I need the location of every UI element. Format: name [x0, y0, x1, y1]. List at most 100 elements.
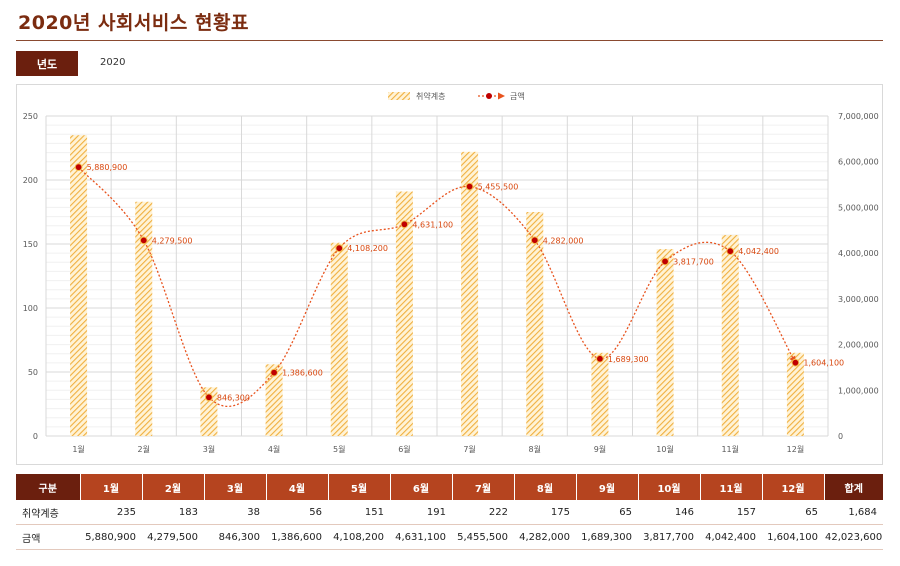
x-tick-label: 12월	[787, 444, 805, 454]
table-cell: 157	[700, 500, 762, 525]
y-right-tick-label: 3,000,000	[838, 295, 879, 304]
legend-label-취약계층: 취약계층	[416, 91, 445, 101]
line-point-금액	[400, 220, 409, 229]
legend-arrow-금액	[498, 92, 505, 100]
y-right-tick-label: 0	[838, 432, 843, 441]
x-tick-label: 9월	[594, 444, 606, 454]
bar-취약계층	[330, 242, 348, 436]
table-header-cell: 2월	[142, 474, 205, 500]
x-tick-label: 2월	[138, 444, 150, 454]
y-left-tick-label: 250	[23, 112, 38, 121]
table-cell: 151	[328, 500, 390, 525]
legend-label-금액: 금액	[510, 91, 525, 101]
x-tick-label: 11월	[721, 444, 739, 454]
x-tick-label: 3월	[203, 444, 215, 454]
y-right-tick-label: 2,000,000	[838, 341, 879, 350]
data-label-금액: 4,282,000	[543, 236, 584, 245]
bar-취약계층	[786, 352, 804, 436]
x-tick-label: 4월	[268, 444, 280, 454]
data-label-금액: 4,631,100	[412, 220, 453, 229]
line-point-금액	[270, 368, 278, 377]
legend-marker-금액	[486, 93, 492, 99]
combo-chart: 5,880,900 4,279,500 846,300 1,386,600 4,108,…	[23, 91, 879, 454]
table-cell: 4,042,400	[700, 524, 762, 550]
table-header-cell: 10월	[638, 474, 701, 500]
table-cell: 191	[390, 500, 452, 525]
data-label-금액: 4,042,400	[738, 247, 779, 256]
line-point-금액	[139, 236, 148, 245]
row-label: 금액	[16, 524, 80, 550]
bar-취약계층	[135, 201, 153, 436]
bar-취약계층	[591, 352, 609, 436]
table-cell: 183	[142, 500, 204, 525]
bar-취약계층	[265, 364, 283, 436]
table-header-cell: 9월	[576, 474, 639, 500]
table-cell: 222	[452, 500, 514, 525]
data-label-금액: 1,386,600	[282, 369, 323, 378]
table-cell: 4,108,200	[328, 524, 390, 550]
data-label-금액: 3,817,700	[673, 257, 714, 266]
data-label-금액: 5,880,900	[87, 163, 128, 172]
table-header-cell: 5월	[328, 474, 391, 500]
table-cell: 65	[576, 500, 638, 525]
bar-취약계층	[526, 212, 544, 436]
table-cell: 5,455,500	[452, 524, 514, 550]
table-cell: 4,282,000	[514, 524, 576, 550]
y-left-tick-label: 50	[28, 368, 38, 377]
line-point-금액	[791, 358, 800, 367]
table-header-cell: 7월	[452, 474, 515, 500]
bar-취약계층	[721, 235, 739, 436]
bar-취약계층	[656, 249, 674, 436]
table-cell: 1,689,300	[576, 524, 638, 550]
table-cell: 175	[514, 500, 576, 525]
line-point-금액	[726, 247, 735, 256]
data-label-금액: 846,300	[217, 393, 250, 402]
y-left-tick-label: 100	[23, 304, 38, 313]
table-cell: 38	[204, 500, 266, 525]
data-label-금액: 5,455,500	[478, 183, 519, 192]
y-right-tick-label: 6,000,000	[838, 158, 879, 167]
line-point-금액	[530, 236, 539, 245]
table-row: 취약계층 235 183 38 56 151 191 222 175 65 146 157 65 1,68…	[16, 500, 883, 525]
table-cell: 4,631,100	[390, 524, 452, 550]
table-header-cell: 11월	[700, 474, 763, 500]
table-cell: 65	[762, 500, 824, 525]
bar-취약계층	[395, 191, 413, 436]
table-cell: 846,300	[204, 524, 266, 550]
page-title: 2020년 사회서비스 현황표	[18, 12, 249, 34]
table-cell: 146	[638, 500, 700, 525]
y-right-tick-label: 1,000,000	[838, 386, 879, 395]
year-label: 년도	[16, 51, 78, 76]
y-left-tick-label: 150	[23, 240, 38, 249]
table-header-cell: 1월	[80, 474, 143, 500]
y-left-tick-label: 0	[33, 432, 38, 441]
line-point-금액	[205, 393, 213, 402]
x-tick-label: 1월	[72, 444, 84, 454]
line-point-금액	[74, 163, 83, 172]
legend-swatch-취약계층	[388, 92, 410, 100]
table-row: 금액 5,880,900 4,279,500 846,300 1,386,600 4,10…	[16, 524, 883, 550]
table-cell: 56	[266, 500, 328, 525]
bar-취약계층	[200, 387, 218, 436]
table-cell: 1,604,100	[762, 524, 824, 550]
table-header-cell: 3월	[204, 474, 267, 500]
year-value[interactable]: 2020	[100, 57, 126, 68]
bar-취약계층	[461, 151, 479, 436]
line-point-금액	[335, 244, 344, 253]
table-header-cell: 구분	[16, 474, 81, 500]
table-header-cell: 4월	[266, 474, 329, 500]
table-cell: 4,279,500	[142, 524, 204, 550]
bar-취약계층	[70, 135, 88, 436]
x-tick-label: 7월	[463, 444, 475, 454]
row-total: 42,023,600	[824, 524, 883, 550]
data-label-금액: 1,689,300	[608, 355, 649, 364]
x-tick-label: 6월	[398, 444, 410, 454]
line-point-금액	[465, 182, 474, 191]
data-label-금액: 4,279,500	[152, 236, 193, 245]
line-point-금액	[596, 354, 604, 363]
line-point-금액	[661, 257, 669, 266]
data-label-금액: 1,604,100	[803, 359, 844, 368]
table-header-cell: 8월	[514, 474, 577, 500]
x-tick-label: 8월	[529, 444, 541, 454]
y-right-tick-label: 7,000,000	[838, 112, 879, 121]
